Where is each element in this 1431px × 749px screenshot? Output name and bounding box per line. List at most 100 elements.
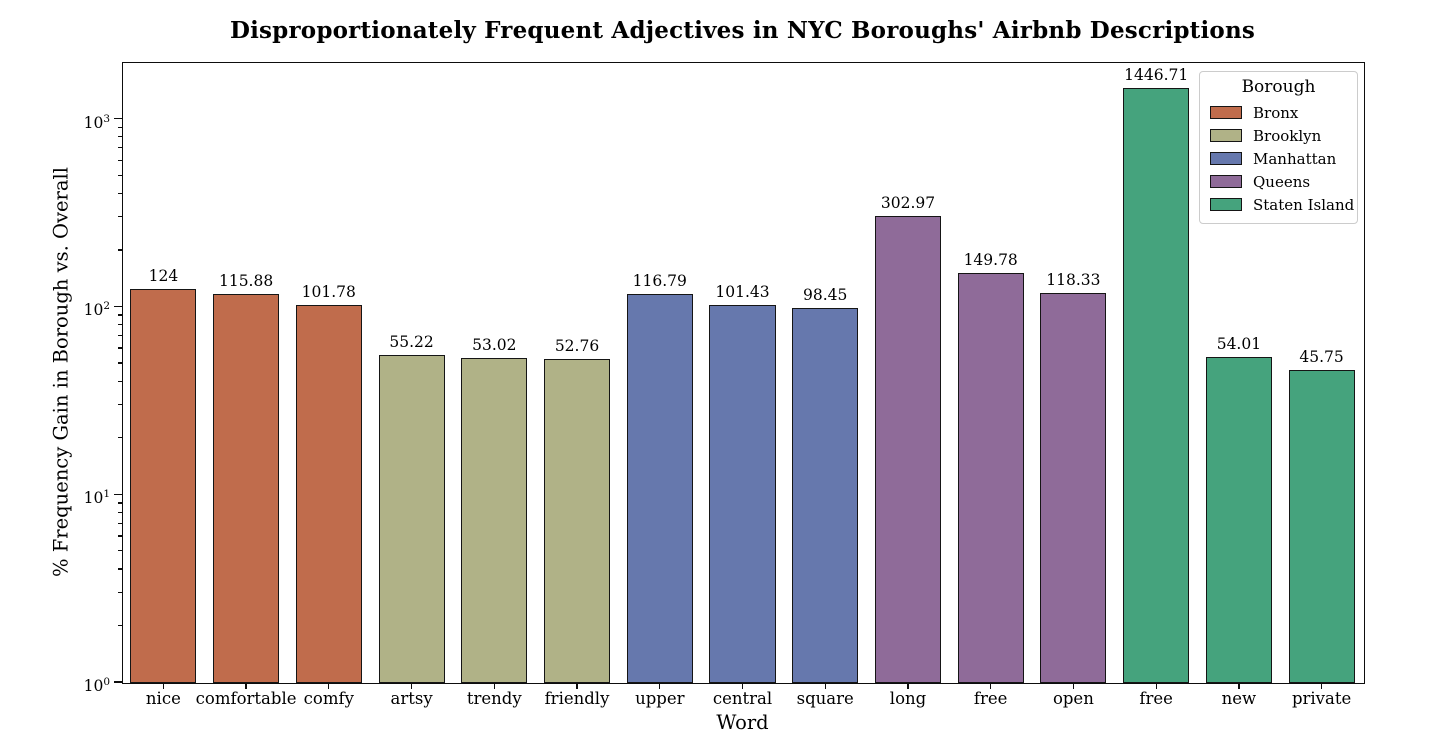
x-tick-mark (1155, 684, 1157, 689)
y-tick-mark (114, 117, 122, 120)
bar-value-label: 116.79 (632, 271, 687, 290)
bar (626, 293, 693, 683)
y-minor-tick-mark (117, 380, 122, 382)
x-tick-mark (162, 684, 165, 689)
y-minor-tick-mark (117, 147, 122, 149)
x-tick-label: nice (145, 689, 181, 708)
y-minor-tick-mark (117, 126, 122, 128)
y-minor-tick-mark (117, 347, 122, 349)
y-minor-tick-mark (117, 314, 122, 316)
bar (792, 307, 859, 683)
bar-value-label: 101.78 (301, 282, 356, 301)
bar-value-label: 1446.71 (1124, 66, 1189, 85)
bar-value-label: 55.22 (389, 332, 434, 351)
legend-item: Bronx (1200, 101, 1357, 124)
legend-swatch (1210, 198, 1242, 211)
x-tick-label: comfortable (195, 689, 297, 708)
y-minor-tick-mark (117, 324, 122, 326)
bar-value-label: 54.01 (1216, 334, 1262, 353)
x-tick-mark (907, 684, 909, 689)
bar-value-label: 101.43 (715, 283, 770, 302)
x-tick-mark (1072, 684, 1075, 689)
bar (295, 304, 362, 683)
bar (1123, 88, 1190, 683)
x-tick-label: free (973, 689, 1008, 708)
y-minor-tick-mark (117, 174, 122, 176)
bar-value-label: 149.78 (963, 251, 1018, 270)
legend-item: Queens (1200, 170, 1357, 193)
legend-item-label: Queens (1253, 172, 1311, 191)
y-tick-mark (114, 681, 122, 683)
x-axis-title: Word (716, 711, 769, 734)
x-tick-label: private (1291, 689, 1352, 708)
x-tick-mark (328, 684, 330, 689)
y-tick-label: 100 (83, 676, 110, 696)
y-tick-label: 102 (83, 300, 110, 320)
bar-value-label: 53.02 (472, 336, 517, 355)
y-minor-tick-mark (117, 136, 122, 138)
bar-value-label: 115.88 (218, 272, 274, 291)
bar (1205, 356, 1272, 683)
y-tick-label: 103 (83, 112, 110, 132)
y-minor-tick-mark (117, 522, 122, 525)
x-tick-label: square (796, 689, 854, 708)
bar (461, 358, 528, 683)
y-minor-tick-mark (117, 159, 122, 161)
legend-swatch (1210, 152, 1242, 165)
legend-item-label: Brooklyn (1253, 126, 1322, 145)
x-tick-mark (990, 684, 992, 689)
y-minor-tick-mark (117, 624, 122, 627)
y-minor-tick-mark (117, 502, 122, 504)
legend-item: Brooklyn (1200, 124, 1357, 147)
x-tick-label: trendy (466, 689, 522, 708)
x-tick-label: artsy (390, 689, 433, 708)
y-minor-tick-mark (117, 550, 122, 552)
x-tick-mark (1238, 684, 1240, 689)
y-minor-tick-mark (117, 192, 122, 195)
legend-item: Staten Island (1200, 193, 1357, 216)
y-minor-tick-mark (117, 334, 122, 337)
legend-swatch (1210, 106, 1242, 119)
bar (213, 294, 280, 683)
legend-swatch (1210, 175, 1242, 188)
legend-swatch (1210, 129, 1242, 142)
bar (957, 273, 1024, 683)
bar (709, 305, 776, 683)
y-axis-title: % Frequency Gain in Borough vs. Overall (49, 167, 73, 577)
x-tick-mark (245, 684, 247, 689)
y-minor-tick-mark (117, 591, 122, 594)
x-tick-mark (410, 684, 413, 689)
y-minor-tick-mark (117, 216, 122, 218)
legend-item: Manhattan (1200, 147, 1357, 170)
y-minor-tick-mark (117, 568, 122, 570)
bar (543, 358, 611, 683)
bar (874, 215, 942, 683)
y-tick-label: 101 (83, 488, 110, 508)
chart-title: Disproportionately Frequent Adjectives i… (229, 17, 1256, 44)
bar (1288, 370, 1355, 683)
y-tick-mark (114, 493, 122, 495)
bar-value-label: 118.33 (1046, 270, 1101, 289)
y-tick-mark (114, 305, 122, 308)
y-minor-tick-mark (117, 362, 122, 364)
x-tick-mark (741, 684, 744, 689)
y-minor-tick-mark (117, 404, 122, 406)
x-tick-label: free (1139, 689, 1173, 708)
bar (130, 288, 197, 683)
bar-value-label: 98.45 (803, 285, 848, 304)
x-tick-mark (824, 684, 826, 689)
bar-value-label: 52.76 (554, 336, 600, 355)
y-minor-tick-mark (117, 535, 122, 537)
legend-item-label: Bronx (1253, 103, 1299, 122)
x-tick-label: upper (635, 689, 685, 708)
y-minor-tick-mark (117, 437, 122, 439)
x-tick-label: new (1221, 689, 1257, 708)
legend: Borough Bronx Brooklyn Manhattan Queens Stat… (1199, 71, 1358, 224)
x-tick-label: central (712, 689, 773, 708)
bar (1040, 292, 1107, 683)
legend-title: Borough (1241, 77, 1316, 97)
x-tick-label: friendly (544, 689, 610, 708)
x-tick-mark (576, 684, 578, 689)
y-minor-tick-mark (117, 511, 122, 514)
